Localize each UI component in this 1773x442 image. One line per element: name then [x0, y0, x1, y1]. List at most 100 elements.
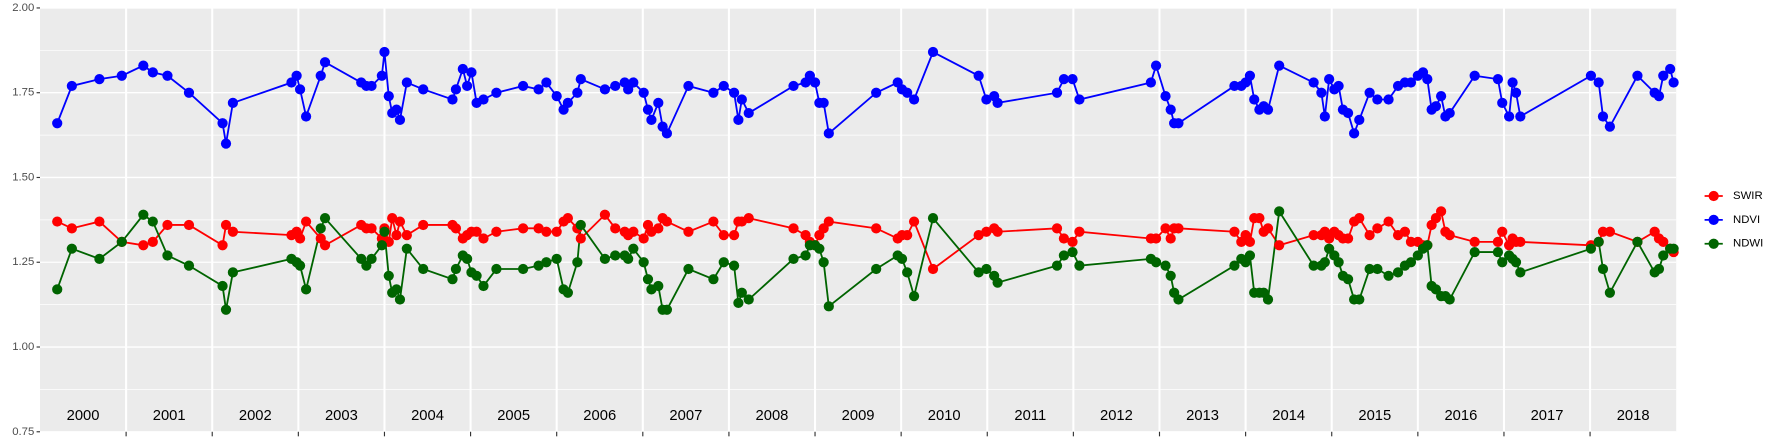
point	[743, 107, 754, 119]
point	[147, 67, 158, 78]
point	[52, 284, 63, 295]
point	[599, 253, 611, 264]
point	[383, 270, 394, 281]
point	[366, 80, 377, 92]
point	[394, 294, 406, 305]
legend-key	[1708, 190, 1719, 202]
y-tick-label: 0.75	[12, 426, 34, 438]
point	[1342, 233, 1354, 244]
point	[610, 250, 621, 261]
point	[973, 267, 984, 278]
point	[788, 253, 799, 264]
point	[642, 104, 654, 115]
point	[319, 57, 331, 68]
point	[610, 80, 621, 92]
point	[708, 87, 719, 98]
point	[981, 263, 992, 275]
point	[1658, 70, 1669, 81]
point	[533, 223, 544, 234]
point	[551, 226, 562, 237]
point	[818, 257, 829, 268]
point	[1515, 236, 1526, 248]
point	[1324, 74, 1335, 85]
point	[708, 216, 719, 227]
y-tick-label: 1.00	[12, 341, 34, 353]
point	[871, 87, 882, 98]
point	[628, 226, 639, 237]
point	[908, 216, 920, 227]
point	[1262, 223, 1274, 234]
point	[661, 216, 673, 227]
point	[1658, 250, 1669, 261]
point	[1058, 250, 1070, 261]
point	[401, 230, 412, 241]
point	[1051, 260, 1063, 271]
point	[1593, 77, 1604, 88]
point	[992, 226, 1003, 237]
point	[401, 77, 412, 88]
point	[1262, 104, 1274, 115]
point	[227, 226, 239, 237]
point	[1435, 90, 1447, 102]
point	[1274, 240, 1285, 251]
point	[315, 70, 326, 81]
point	[1430, 101, 1442, 112]
point	[1665, 63, 1676, 75]
point	[902, 230, 913, 241]
point	[541, 77, 552, 88]
point	[1308, 260, 1319, 271]
point	[599, 84, 611, 95]
point	[1150, 257, 1162, 268]
point	[491, 263, 502, 275]
point	[653, 280, 664, 292]
point	[1150, 233, 1162, 244]
point	[138, 60, 149, 71]
point	[908, 94, 920, 105]
point	[733, 114, 744, 125]
point	[743, 294, 754, 305]
point	[1249, 94, 1260, 105]
point	[1593, 236, 1604, 248]
point	[300, 111, 312, 122]
point	[1051, 223, 1063, 234]
point	[628, 243, 639, 254]
point	[562, 213, 573, 224]
year-label: 2005	[497, 408, 530, 424]
point	[1399, 226, 1411, 237]
point	[1051, 87, 1063, 98]
point	[1510, 87, 1522, 98]
point	[1354, 213, 1365, 224]
point	[638, 87, 649, 98]
point	[823, 128, 834, 139]
point	[981, 226, 992, 237]
year-label: 2001	[153, 408, 186, 424]
point	[788, 80, 799, 92]
point	[638, 233, 649, 244]
point	[457, 63, 468, 75]
point	[610, 223, 621, 234]
point	[1319, 257, 1330, 268]
point	[517, 223, 529, 234]
point	[1074, 226, 1085, 237]
point	[1372, 263, 1383, 275]
point	[708, 274, 719, 285]
point	[871, 223, 882, 234]
point	[1254, 213, 1265, 224]
point	[818, 97, 829, 109]
point	[491, 87, 502, 98]
year-label: 2012	[1100, 408, 1133, 424]
point	[1668, 77, 1679, 88]
point	[94, 253, 105, 264]
year-label: 2010	[928, 408, 961, 424]
point	[541, 257, 552, 268]
point	[1244, 250, 1256, 261]
year-label: 2014	[1272, 408, 1305, 424]
point	[814, 243, 825, 254]
point	[1492, 236, 1504, 248]
year-label: 2002	[239, 408, 272, 424]
y-tick-label: 2.00	[12, 2, 34, 14]
point	[902, 87, 913, 98]
point	[1308, 230, 1319, 241]
point	[1585, 70, 1597, 81]
point	[551, 253, 562, 264]
